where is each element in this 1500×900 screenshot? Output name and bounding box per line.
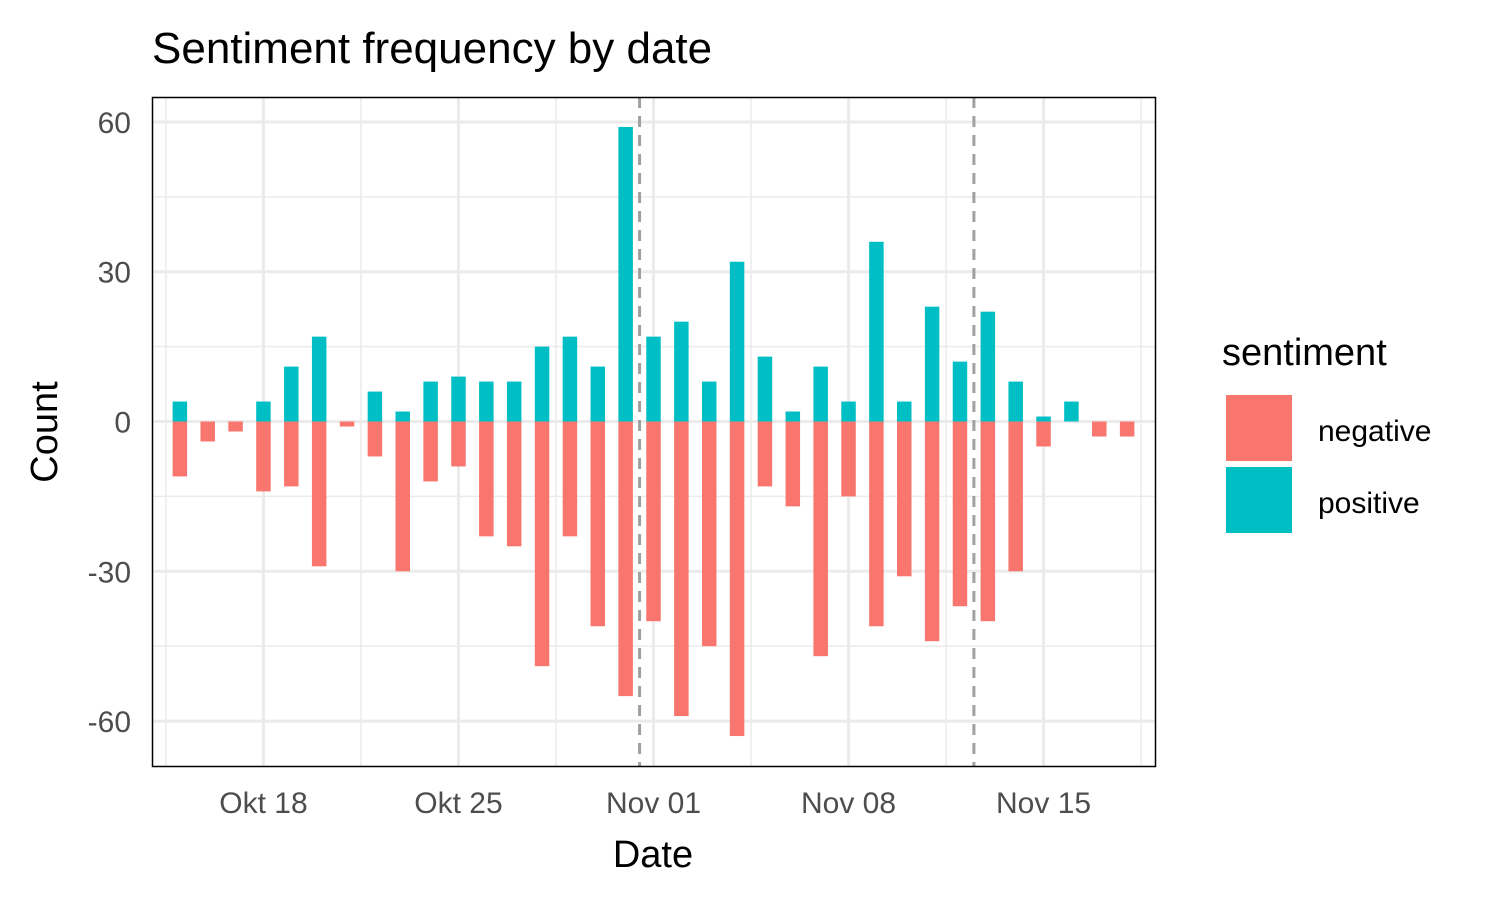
bar-negative — [339, 421, 355, 427]
x-tick-label: Okt 25 — [414, 787, 502, 820]
bar-positive — [1036, 416, 1051, 422]
bar-negative — [228, 421, 243, 432]
bar-negative — [924, 421, 940, 642]
bar-positive — [785, 411, 801, 422]
bar-negative — [172, 421, 188, 477]
x-axis-title: Date — [613, 834, 693, 876]
bar-positive — [284, 366, 299, 422]
bar-positive — [646, 336, 661, 422]
bar-positive — [590, 366, 606, 422]
y-tick-label: -60 — [88, 706, 131, 739]
bar-positive — [423, 381, 438, 422]
bar-positive — [897, 401, 912, 422]
bar-positive — [256, 401, 271, 422]
legend-swatch-negative — [1226, 395, 1292, 461]
bar-negative — [256, 421, 271, 492]
bar-positive — [701, 381, 717, 422]
y-axis-title: Count — [24, 381, 66, 483]
bar-positive — [562, 336, 578, 422]
bar-positive — [674, 321, 689, 422]
bar-negative — [674, 421, 689, 717]
bar-negative — [980, 421, 996, 622]
bar-negative — [451, 421, 466, 467]
bar-positive — [395, 411, 410, 422]
y-tick-label: 30 — [98, 257, 131, 290]
bar-negative — [1119, 421, 1135, 437]
legend-label-negative: negative — [1318, 415, 1431, 448]
bar-positive — [980, 311, 996, 422]
bar-negative — [785, 421, 801, 507]
bar-positive — [841, 401, 856, 422]
bar-negative — [757, 421, 773, 487]
x-tick-label: Nov 15 — [996, 787, 1091, 820]
x-tick-label: Nov 08 — [801, 787, 896, 820]
bar-negative — [534, 421, 550, 667]
legend: sentiment negative positive — [1222, 332, 1431, 533]
y-axis-ticks: 60 30 0 -30 -60 — [88, 107, 131, 739]
bar-positive — [813, 366, 828, 422]
plot-panel-border — [151, 96, 1157, 768]
legend-label-positive: positive — [1318, 487, 1420, 520]
bar-negative — [1036, 421, 1051, 447]
bar-positive — [1008, 381, 1023, 422]
bar-negative — [423, 421, 438, 482]
bar-negative — [646, 421, 661, 622]
bar-negative — [952, 421, 968, 607]
bar-positive — [367, 391, 383, 422]
bar-negative — [562, 421, 578, 537]
bar-negative — [200, 421, 215, 442]
bar-negative — [701, 421, 717, 647]
bar-positive — [451, 376, 466, 422]
bar-negative — [841, 421, 856, 497]
bar-negative — [897, 421, 912, 577]
y-tick-label: -30 — [88, 556, 131, 589]
bar-negative — [729, 421, 745, 737]
bar-negative — [590, 421, 606, 627]
bars — [172, 126, 1135, 737]
bar-negative — [479, 421, 494, 537]
x-axis-ticks: Okt 18 Okt 25 Nov 01 Nov 08 Nov 15 — [219, 787, 1091, 820]
bar-negative — [618, 421, 633, 697]
x-tick-label: Nov 01 — [606, 787, 701, 820]
legend-title: sentiment — [1222, 332, 1387, 374]
bar-positive — [506, 381, 522, 422]
bar-positive — [618, 126, 633, 422]
bar-negative — [1092, 421, 1107, 437]
bar-positive — [172, 401, 188, 422]
y-tick-label: 0 — [114, 407, 131, 440]
bar-positive — [534, 346, 550, 422]
bar-negative — [1008, 421, 1023, 572]
bar-negative — [395, 421, 410, 572]
bar-positive — [479, 381, 494, 422]
bar-negative — [869, 421, 884, 627]
bar-negative — [311, 421, 327, 567]
bar-positive — [924, 306, 940, 422]
bar-negative — [367, 421, 383, 457]
bar-positive — [757, 356, 773, 422]
bar-positive — [869, 241, 884, 422]
legend-swatch-positive — [1226, 467, 1292, 533]
bar-positive — [952, 361, 968, 422]
bar-positive — [729, 261, 745, 422]
bar-negative — [284, 421, 299, 487]
bar-positive — [311, 336, 327, 422]
bar-negative — [813, 421, 828, 657]
reference-lines — [638, 97, 976, 766]
y-tick-label: 60 — [98, 107, 131, 140]
chart-title: Sentiment frequency by date — [152, 24, 712, 73]
bar-positive — [1064, 401, 1079, 422]
x-tick-label: Okt 18 — [219, 787, 307, 820]
bar-negative — [506, 421, 522, 547]
